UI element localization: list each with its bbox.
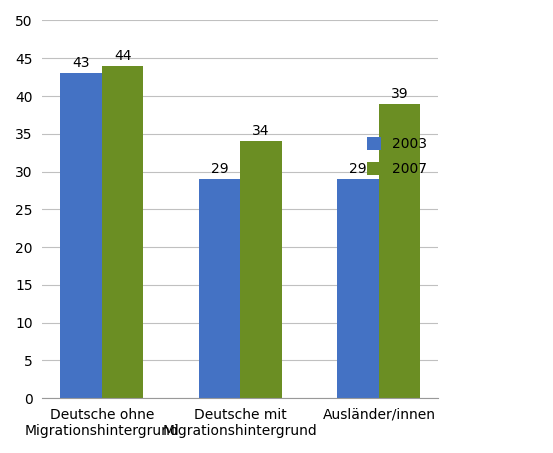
Text: 34: 34 bbox=[252, 124, 270, 138]
Bar bbox=[102, 66, 143, 398]
Bar bbox=[337, 179, 379, 398]
Text: 29: 29 bbox=[349, 162, 367, 176]
Bar bbox=[199, 179, 241, 398]
Text: 43: 43 bbox=[72, 56, 90, 70]
Text: 39: 39 bbox=[391, 87, 409, 101]
Text: 44: 44 bbox=[114, 49, 132, 63]
Bar bbox=[379, 104, 420, 398]
Legend: 2003, 2007: 2003, 2007 bbox=[363, 133, 431, 181]
Bar bbox=[60, 73, 102, 398]
Text: 29: 29 bbox=[211, 162, 228, 176]
Bar bbox=[241, 141, 282, 398]
